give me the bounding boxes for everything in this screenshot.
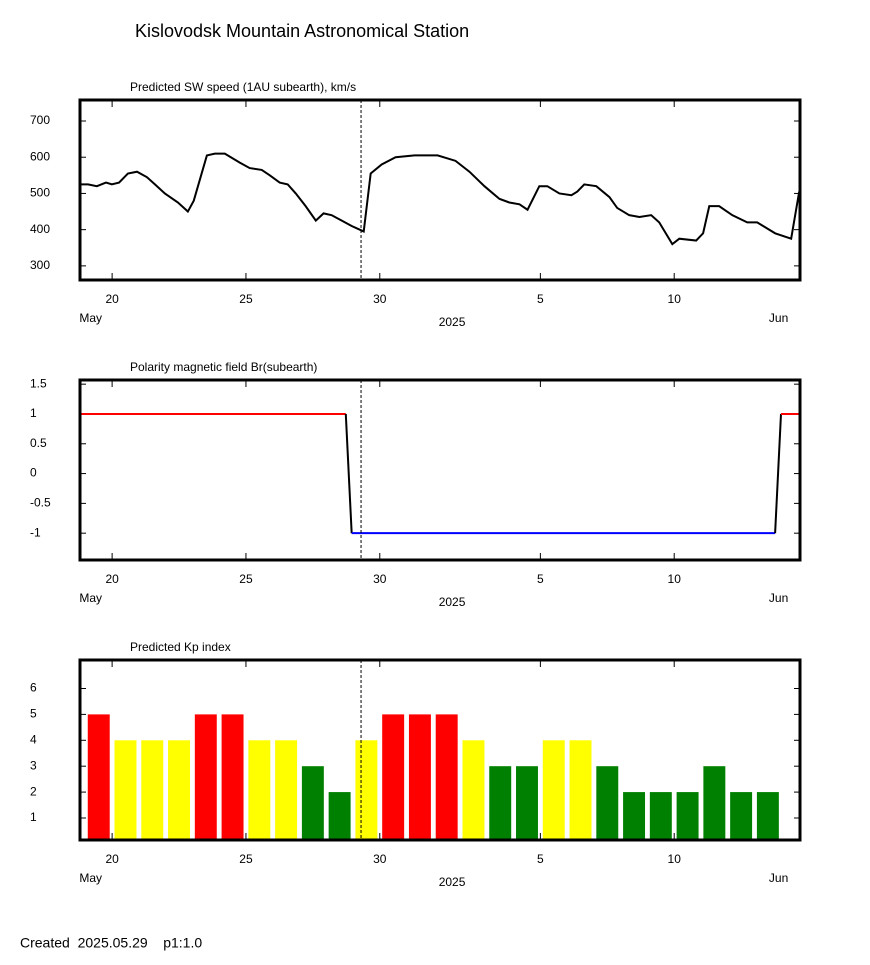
bar — [248, 740, 271, 840]
month-label: 2025 — [439, 875, 466, 889]
y-tick-label: -0.5 — [30, 496, 51, 510]
panel-title: Predicted SW speed (1AU subearth), km/s — [130, 80, 356, 94]
footer: Created 2025.05.29 p1:1.0 — [20, 935, 202, 951]
x-tick-label: 10 — [668, 852, 682, 866]
month-label: Jun — [769, 591, 788, 605]
bar — [542, 740, 565, 840]
x-tick-label: 30 — [373, 852, 387, 866]
bar — [676, 792, 699, 840]
x-tick-label: 30 — [373, 572, 387, 586]
month-label: Jun — [769, 311, 788, 325]
bar — [435, 714, 458, 840]
y-tick-label: 1 — [30, 406, 37, 420]
x-tick-label: 5 — [537, 292, 544, 306]
polarity-segment — [774, 413, 782, 534]
bar — [141, 740, 164, 840]
month-label: 2025 — [439, 595, 466, 609]
x-tick-label: 30 — [373, 292, 387, 306]
plot-frame — [78, 658, 802, 842]
main-title: Kislovodsk Mountain Astronomical Station — [135, 21, 469, 41]
bar — [649, 792, 672, 840]
x-tick-label: 25 — [239, 292, 253, 306]
x-tick-label: 10 — [668, 572, 682, 586]
bar — [408, 714, 431, 840]
y-tick-label: 2 — [30, 784, 37, 798]
y-tick-label: 1 — [30, 810, 37, 824]
x-tick-label: 20 — [105, 292, 119, 306]
bar — [194, 714, 217, 840]
bar — [623, 792, 646, 840]
x-tick-label: 10 — [668, 292, 682, 306]
month-label: 2025 — [439, 315, 466, 329]
x-tick-label: 20 — [105, 572, 119, 586]
sw-speed-line — [80, 152, 801, 246]
bar — [462, 740, 485, 840]
bar — [703, 766, 726, 840]
x-tick-label: 5 — [537, 572, 544, 586]
bar — [301, 766, 324, 840]
y-tick-label: 400 — [30, 222, 50, 236]
x-tick-label: 25 — [239, 852, 253, 866]
bar — [221, 714, 244, 840]
bar — [382, 714, 405, 840]
y-tick-label: 600 — [30, 149, 50, 163]
plot-frame — [78, 98, 802, 282]
month-label: May — [79, 591, 102, 605]
y-tick-label: -1 — [30, 525, 41, 539]
y-tick-label: 300 — [30, 258, 50, 272]
bar — [756, 792, 779, 840]
bar — [355, 740, 378, 840]
y-tick-label: 500 — [30, 186, 50, 200]
panel-title: Predicted Kp index — [130, 640, 231, 654]
y-tick-label: 4 — [30, 732, 37, 746]
y-tick-label: 0.5 — [30, 436, 47, 450]
bar — [87, 714, 110, 840]
x-tick-label: 5 — [537, 852, 544, 866]
y-tick-label: 700 — [30, 113, 50, 127]
y-tick-label: 0 — [30, 466, 37, 480]
month-label: May — [79, 311, 102, 325]
x-tick-label: 25 — [239, 572, 253, 586]
bar — [516, 766, 538, 840]
bar — [275, 740, 298, 840]
plot-frame — [78, 378, 802, 562]
panel-title: Polarity magnetic field Br(subearth) — [130, 360, 317, 374]
bar — [489, 766, 512, 840]
month-label: Jun — [769, 871, 788, 885]
bar — [730, 792, 753, 840]
y-tick-label: 3 — [30, 758, 37, 772]
bar — [328, 792, 351, 840]
y-tick-label: 6 — [30, 681, 37, 695]
bar — [114, 740, 137, 840]
bar — [569, 740, 592, 840]
y-tick-label: 5 — [30, 707, 37, 721]
bar — [168, 740, 191, 840]
bar — [596, 766, 619, 840]
month-label: May — [79, 871, 102, 885]
y-tick-label: 1.5 — [30, 376, 47, 390]
polarity-segment — [344, 413, 353, 534]
x-tick-label: 20 — [105, 852, 119, 866]
